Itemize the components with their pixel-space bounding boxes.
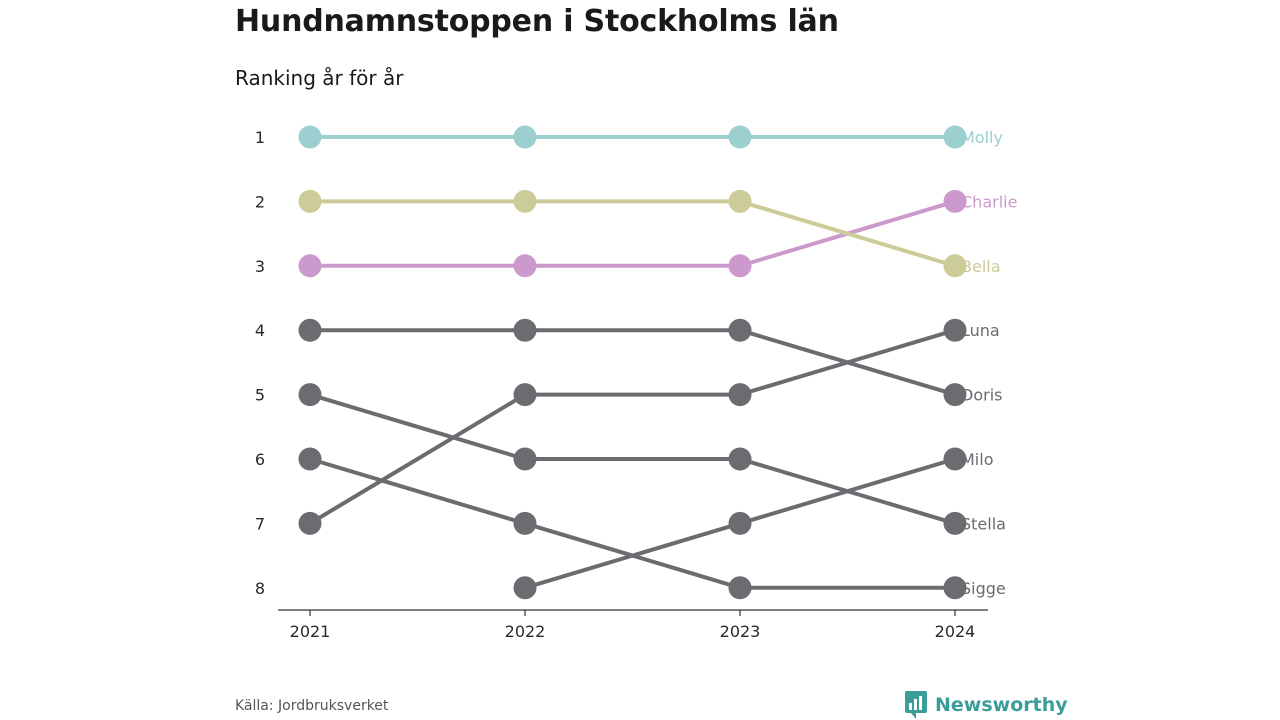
chart-title: Hundnamnstoppen i Stockholms län — [235, 4, 839, 39]
source-note: Källa: Jordbruksverket — [235, 698, 389, 714]
data-point — [943, 125, 967, 149]
year-tick-label: 2024 — [935, 622, 976, 641]
data-point — [943, 318, 967, 342]
series-name-label: Milo — [961, 450, 993, 469]
data-point — [513, 576, 537, 600]
data-point — [513, 189, 537, 213]
rank-tick-label: 5 — [255, 386, 265, 405]
series-milo: Milo — [513, 447, 993, 600]
data-point — [943, 511, 967, 535]
series-luna: Luna — [298, 318, 1000, 535]
data-point — [943, 576, 967, 600]
rank-tick-label: 3 — [255, 257, 265, 276]
data-point — [728, 511, 752, 535]
series-line — [309, 457, 955, 590]
data-point — [298, 318, 322, 342]
data-point — [513, 383, 537, 407]
chart-subtitle: Ranking år för år — [235, 66, 404, 90]
series-stella: Stella — [298, 383, 1006, 535]
data-point — [298, 447, 322, 471]
year-tick-label: 2022 — [505, 622, 546, 641]
series-name-label: Luna — [961, 321, 1000, 340]
series-name-label: Bella — [961, 257, 1001, 276]
data-point — [943, 254, 967, 278]
data-point — [298, 125, 322, 149]
series-molly: Molly — [298, 125, 1003, 149]
data-point — [943, 447, 967, 471]
data-point — [298, 189, 322, 213]
series-name-label: Molly — [961, 128, 1003, 147]
data-point — [728, 189, 752, 213]
data-point — [298, 254, 322, 278]
data-point — [513, 447, 537, 471]
year-tick-label: 2023 — [720, 622, 761, 641]
series-name-label: Doris — [961, 386, 1002, 405]
data-point — [728, 447, 752, 471]
series-line — [310, 328, 956, 397]
data-point — [728, 125, 752, 149]
series-name-label: Stella — [961, 514, 1006, 533]
data-point — [298, 511, 322, 535]
series-line — [310, 199, 956, 268]
rank-tick-label: 1 — [255, 128, 265, 147]
data-point — [943, 189, 967, 213]
series-name-label: Sigge — [961, 579, 1006, 598]
data-point — [728, 576, 752, 600]
series-doris: Doris — [298, 318, 1002, 407]
series-sigge: Sigge — [298, 447, 1006, 600]
rank-tick-label: 7 — [255, 514, 265, 533]
rank-tick-label: 2 — [255, 192, 265, 211]
rank-tick-label: 6 — [255, 450, 265, 469]
data-point — [513, 318, 537, 342]
series-line — [309, 392, 956, 526]
data-point — [728, 254, 752, 278]
series-line — [310, 199, 956, 268]
rank-tick-label: 4 — [255, 321, 265, 340]
data-point — [298, 383, 322, 407]
data-point — [728, 383, 752, 407]
data-point — [513, 511, 537, 535]
brand-name: Newsworthy — [935, 694, 1068, 716]
newsworthy-icon — [905, 691, 927, 719]
year-tick-label: 2021 — [290, 622, 331, 641]
data-point — [513, 125, 537, 149]
rank-tick-label: 8 — [255, 579, 265, 598]
series-bella: Bella — [298, 189, 1001, 278]
series-name-label: Charlie — [961, 192, 1017, 211]
data-point — [728, 318, 752, 342]
data-point — [513, 254, 537, 278]
brand-logo: Newsworthy — [905, 691, 1068, 719]
data-point — [943, 383, 967, 407]
